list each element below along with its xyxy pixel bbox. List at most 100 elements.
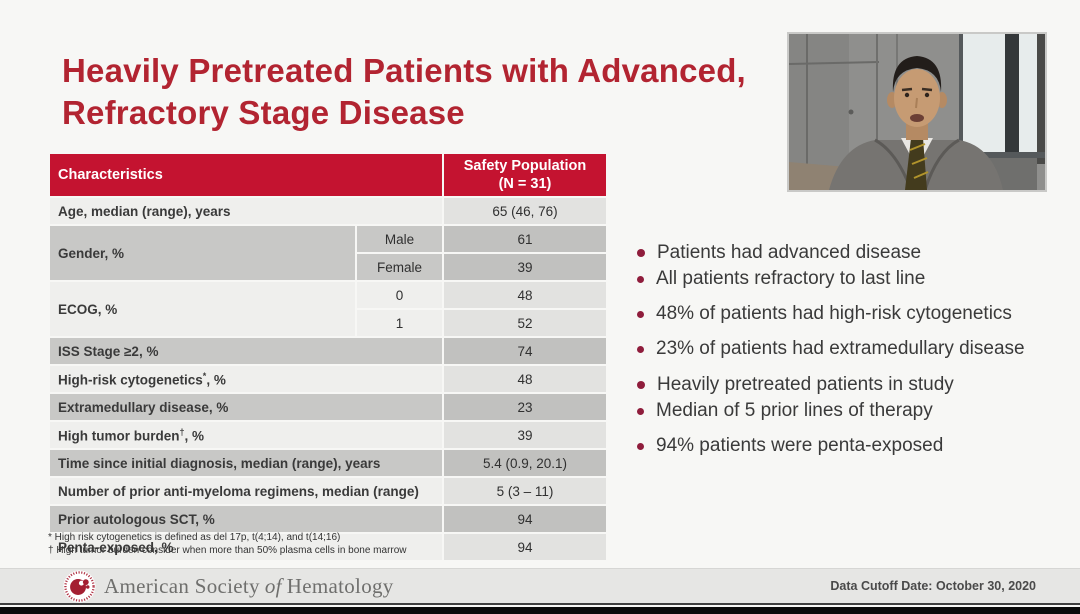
sub-bullet-item: 94% patients were penta-exposed xyxy=(637,433,1057,459)
row-value: 48 xyxy=(444,366,606,392)
bullet-icon xyxy=(637,381,645,389)
row-label-text: Penta-exposed, % xyxy=(58,539,174,555)
row-value: 65 (46, 76) xyxy=(444,198,606,224)
row-value: 61 xyxy=(444,226,606,252)
table-row: Age, median (range), years 65 (46, 76) xyxy=(50,198,606,224)
row-label-text: Prior autologous SCT, % xyxy=(58,511,215,527)
ash-wordmark-part1: American Society xyxy=(104,573,260,598)
ash-wordmark-of: of xyxy=(264,573,282,598)
bullet-icon xyxy=(637,408,644,415)
bullet-icon xyxy=(637,249,645,257)
table-row: Prior autologous SCT, % 94 xyxy=(50,506,606,532)
row-label: High-risk cytogenetics*, % xyxy=(50,366,442,392)
sub-bullet-item: Median of 5 prior lines of therapy xyxy=(637,398,1057,424)
table-row: 1 52 xyxy=(50,310,606,336)
row-value: 74 xyxy=(444,338,606,364)
presenter-video xyxy=(787,32,1047,192)
row-label: Age, median (range), years xyxy=(50,198,442,224)
row-label: Number of prior anti-myeloma regimens, m… xyxy=(50,478,442,504)
sub-bullet-text: All patients refractory to last line xyxy=(656,268,926,289)
sub-bullet-item: All patients refractory to last line xyxy=(637,266,1057,292)
table-row: Gender, % Male 61 xyxy=(50,226,606,280)
row-label: High tumor burden†, % xyxy=(50,422,442,448)
table-row: ECOG, % 0 48 xyxy=(50,282,606,336)
table-header-row: Characteristics Safety Population (N = 3… xyxy=(50,154,606,196)
bullet-icon xyxy=(637,443,644,450)
sub-bullet-item: 23% of patients had extramedullary disea… xyxy=(637,336,1057,362)
row-label-text: Extramedullary disease, % xyxy=(58,399,229,415)
row-label: Prior autologous SCT, % xyxy=(50,506,442,532)
sub-bullet-list: Median of 5 prior lines of therapy 94% pa… xyxy=(637,398,1057,459)
bullet-list: Patients had advanced disease All patient… xyxy=(637,240,1057,469)
sub-bullet-text: 23% of patients had extramedullary disea… xyxy=(656,338,1025,359)
table-row: High tumor burden†, % 39 xyxy=(50,422,606,448)
bullet-icon xyxy=(637,311,644,318)
row-sub-label: 0 xyxy=(357,282,442,308)
row-label: Extramedullary disease, % xyxy=(50,394,442,420)
data-cutoff-date: Data Cutoff Date: October 30, 2020 xyxy=(830,579,1036,593)
presenter-video-frame xyxy=(789,34,1045,190)
row-label-text: High tumor burden xyxy=(58,428,180,444)
bullet-text: Patients had advanced disease xyxy=(657,242,922,263)
table-row: Number of prior anti-myeloma regimens, m… xyxy=(50,478,606,504)
table-row: High-risk cytogenetics*, % 48 xyxy=(50,366,606,392)
sub-bullet-text: 94% patients were penta-exposed xyxy=(656,435,944,456)
sub-bullet-list: All patients refractory to last line 48% … xyxy=(637,266,1057,362)
sub-bullet-text: Median of 5 prior lines of therapy xyxy=(656,400,933,421)
row-value: 48 xyxy=(444,282,606,308)
row-value: 52 xyxy=(444,310,606,336)
row-label-text: ECOG, % xyxy=(58,301,118,317)
bullet-item: Patients had advanced disease All patient… xyxy=(637,240,1057,362)
bullet-list-root: Patients had advanced disease All patient… xyxy=(637,240,1057,459)
row-value: 94 xyxy=(444,506,606,532)
characteristics-table: Characteristics Safety Population (N = 3… xyxy=(48,152,608,562)
row-value: 5.4 (0.9, 20.1) xyxy=(444,450,606,476)
table-row: Female 39 xyxy=(50,254,606,280)
row-sub-label: Male xyxy=(357,226,442,252)
ash-wordmark: American Society of Hematology xyxy=(104,569,394,603)
table-header-characteristics: Characteristics xyxy=(50,154,442,196)
bottom-letterbox xyxy=(0,607,1080,614)
row-label-text: High-risk cytogenetics xyxy=(58,372,203,388)
bullet-icon xyxy=(637,276,644,283)
table-header-population: Safety Population (N = 31) xyxy=(444,154,606,196)
row-label-text: Time since initial diagnosis, median (ra… xyxy=(58,455,381,471)
ash-logo-icon xyxy=(63,570,96,603)
table-row: Penta-exposed, % 94 xyxy=(50,534,606,560)
row-label-text: ISS Stage ≥2, % xyxy=(58,343,159,359)
row-label-text: Number of prior anti-myeloma regimens, m… xyxy=(58,483,419,499)
row-value: 94 xyxy=(444,534,606,560)
table-row: ISS Stage ≥2, % 74 xyxy=(50,338,606,364)
row-sub-label: 1 xyxy=(357,310,442,336)
bullet-item: Heavily pretreated patients in study Medi… xyxy=(637,372,1057,459)
ash-wordmark-part3: Hematology xyxy=(286,573,394,598)
row-label: Penta-exposed, % xyxy=(50,534,442,560)
characteristics-table-body: Age, median (range), years 65 (46, 76) Gen… xyxy=(50,198,606,560)
row-label-superscript: * xyxy=(202,370,207,381)
bullet-icon xyxy=(637,346,644,353)
sub-bullet-text: 48% of patients had high-risk cytogeneti… xyxy=(656,303,1012,324)
row-label-text: Gender, % xyxy=(58,245,125,261)
row-label-text: Age, median (range), years xyxy=(58,203,231,219)
row-sub-label: Female xyxy=(357,254,442,280)
slide-title: Heavily Pretreated Patients with Advance… xyxy=(62,52,746,131)
footnote: † High tumor burden consider when more t… xyxy=(48,545,407,556)
row-label: ISS Stage ≥2, % xyxy=(50,338,442,364)
row-label: ECOG, % xyxy=(50,282,355,336)
row-label-suffix: , % xyxy=(206,372,226,388)
row-label: Gender, % xyxy=(50,226,355,280)
row-value: 39 xyxy=(444,254,606,280)
row-value: 23 xyxy=(444,394,606,420)
footnote: * High risk cytogenetics is defined as d… xyxy=(48,532,341,543)
row-value: 39 xyxy=(444,422,606,448)
footer-bar: American Society of Hematology Data Cuto… xyxy=(0,568,1080,605)
table-footnotes: * High risk cytogenetics is defined as d… xyxy=(48,531,407,557)
row-label-suffix: , % xyxy=(184,428,205,444)
row-value: 5 (3 – 11) xyxy=(444,478,606,504)
table-row: Time since initial diagnosis, median (ra… xyxy=(50,450,606,476)
row-label-superscript: † xyxy=(179,426,185,437)
sub-bullet-item: 48% of patients had high-risk cytogeneti… xyxy=(637,301,1057,327)
table-row: Extramedullary disease, % 23 xyxy=(50,394,606,420)
bullet-text: Heavily pretreated patients in study xyxy=(657,374,954,395)
row-label: Time since initial diagnosis, median (ra… xyxy=(50,450,442,476)
